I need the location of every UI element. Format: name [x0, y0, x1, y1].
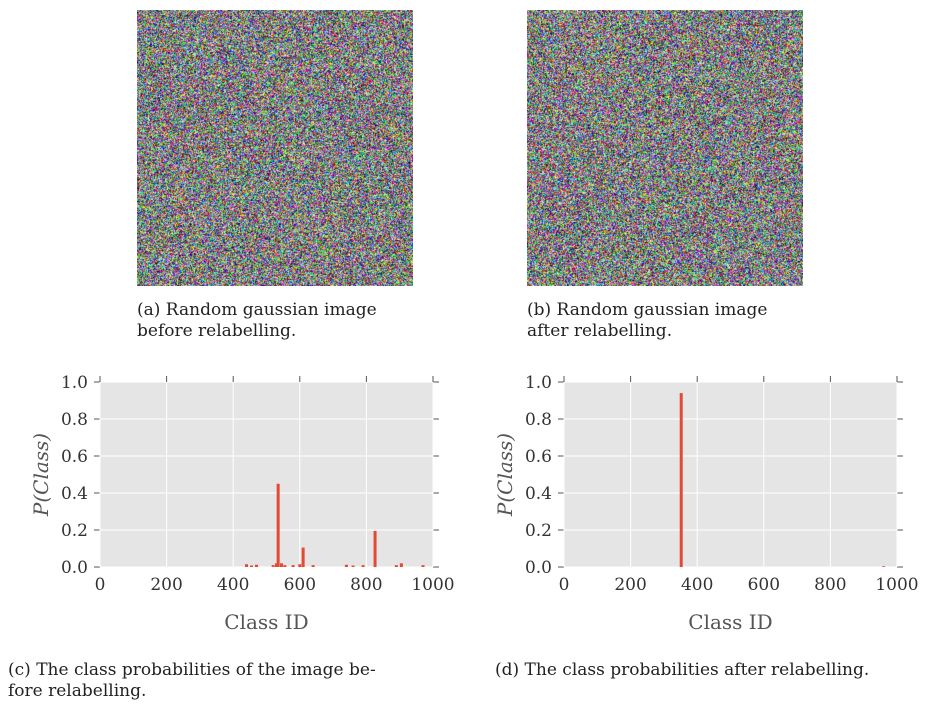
bar — [344, 564, 348, 567]
y-tick-label: 0.6 — [525, 447, 552, 467]
y-tick-label: 0.8 — [525, 410, 552, 430]
x-tick-label: 1000 — [411, 575, 454, 595]
caption-b-line1: (b) Random gaussian image — [527, 300, 768, 320]
bar — [255, 564, 259, 567]
x-tick-label: 800 — [350, 575, 382, 595]
y-tick-label: 0.6 — [61, 447, 88, 467]
bar — [274, 563, 278, 567]
caption-b: (b) Random gaussian image after relabell… — [527, 300, 767, 342]
bar — [291, 565, 295, 567]
y-tick-label: 0.8 — [61, 410, 88, 430]
y-axis-label: P(Class) — [493, 433, 517, 517]
x-axis-label: Class ID — [224, 610, 308, 634]
y-tick-label: 0.2 — [525, 521, 552, 541]
bar — [373, 530, 377, 567]
bar — [298, 564, 302, 567]
bar — [361, 565, 365, 567]
bar — [301, 547, 305, 567]
bar — [882, 566, 886, 567]
x-tick-label: 0 — [559, 575, 570, 595]
y-tick-label: 1.0 — [525, 373, 552, 393]
caption-d-line1: (d) The class probabilities after relabe… — [495, 660, 870, 680]
x-tick-label: 200 — [150, 575, 182, 595]
caption-c-line1: (c) The class probabilities of the image… — [8, 660, 376, 680]
bar — [283, 565, 287, 567]
caption-d: (d) The class probabilities after relabe… — [495, 660, 869, 681]
plot-area — [100, 382, 433, 567]
y-tick-label: 0.0 — [525, 558, 552, 578]
caption-c: (c) The class probabilities of the image… — [8, 660, 376, 702]
x-tick-label: 0 — [95, 575, 106, 595]
x-tick-label: 800 — [814, 575, 846, 595]
bar — [421, 565, 425, 567]
x-tick-label: 400 — [217, 575, 249, 595]
x-tick-label: 400 — [681, 575, 713, 595]
bar — [399, 563, 403, 567]
x-axis-label: Class ID — [688, 610, 772, 634]
bar — [250, 565, 254, 567]
y-tick-label: 0.4 — [525, 484, 552, 504]
bar — [311, 565, 315, 567]
y-tick-label: 0.0 — [61, 558, 88, 578]
random-gaussian-image-before — [137, 10, 413, 286]
random-gaussian-image-after — [527, 10, 803, 286]
class-probabilities-after-chart: 0.0 0.2 0.4 0.6 0.8 1.0 0 200 400 600 800 1000 Class… — [493, 373, 919, 634]
caption-c-line2: fore relabelling. — [8, 681, 147, 701]
bar — [351, 565, 355, 567]
x-tick-label: 200 — [614, 575, 646, 595]
bar — [279, 563, 283, 567]
y-tick-label: 0.2 — [61, 521, 88, 541]
y-tick-label: 1.0 — [61, 373, 88, 393]
plot-area — [564, 382, 897, 567]
x-tick-label: 1000 — [875, 575, 918, 595]
bar — [679, 393, 683, 567]
caption-a-line1: (a) Random gaussian image — [137, 300, 377, 320]
class-probabilities-before-chart: 0.0 0.2 0.4 0.6 0.8 1.0 0 200 400 600 800 1000 Class… — [29, 373, 455, 634]
bar — [276, 483, 280, 567]
caption-a-line2: before relabelling. — [137, 321, 297, 341]
y-tick-label: 0.4 — [61, 484, 88, 504]
y-axis-label: P(Class) — [29, 433, 53, 517]
x-tick-label: 600 — [748, 575, 780, 595]
bar — [394, 565, 398, 567]
caption-b-line2: after relabelling. — [527, 321, 673, 341]
bar — [245, 564, 249, 567]
caption-a: (a) Random gaussian image before relabel… — [137, 300, 377, 342]
x-tick-label: 600 — [284, 575, 316, 595]
bar — [271, 565, 275, 567]
